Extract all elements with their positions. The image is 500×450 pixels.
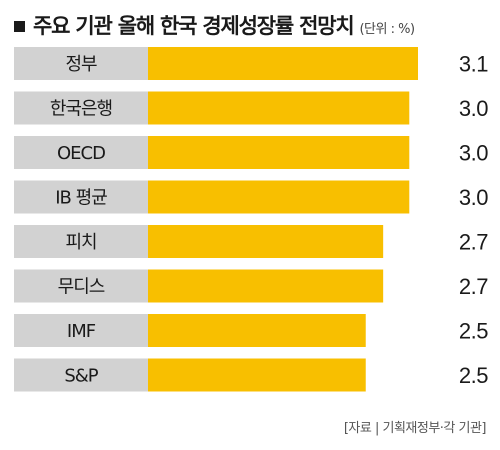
value-label: 3.0 <box>459 96 488 121</box>
value-label: 2.7 <box>459 230 488 255</box>
category-label: 피치 <box>65 232 96 253</box>
category-label-box <box>14 136 148 169</box>
chart-header: 주요 기관 올해 한국 경제성장률 전망치 (단위 : %) <box>14 10 490 44</box>
category-label: 무디스 <box>58 277 105 298</box>
bar <box>148 47 418 80</box>
category-label-box <box>14 358 148 392</box>
category-label-box <box>14 314 148 347</box>
unit-label: (단위 : %) <box>359 22 415 37</box>
value-label: 3.0 <box>459 185 488 210</box>
value-label: 3.0 <box>459 141 488 166</box>
bar <box>148 269 384 303</box>
category-label: IB 평균 <box>55 188 107 209</box>
category-label: S&P <box>64 366 98 387</box>
category-label: OECD <box>57 143 105 164</box>
bar <box>148 225 384 258</box>
bar <box>148 314 366 347</box>
category-label: IMF <box>67 321 96 342</box>
category-label-box <box>14 47 148 80</box>
category-label-box <box>14 225 148 258</box>
category-label: 정부 <box>65 54 97 75</box>
source-note: [자료 | 기획재정부·각 기관] <box>343 421 487 436</box>
category-label-box <box>14 180 148 214</box>
bar <box>148 358 366 392</box>
bar <box>148 91 410 125</box>
category-label-box <box>14 269 148 303</box>
value-label: 2.7 <box>459 274 488 299</box>
chart-title: 주요 기관 올해 한국 경제성장률 전망치 <box>33 14 355 38</box>
value-label: 2.5 <box>459 363 488 388</box>
bar <box>148 136 410 169</box>
value-label: 3.1 <box>459 52 488 77</box>
square-bullet-icon <box>14 21 25 32</box>
bar <box>148 180 410 214</box>
value-label: 2.5 <box>459 319 488 344</box>
category-label: 한국은행 <box>50 99 112 120</box>
category-label-box <box>14 91 148 125</box>
